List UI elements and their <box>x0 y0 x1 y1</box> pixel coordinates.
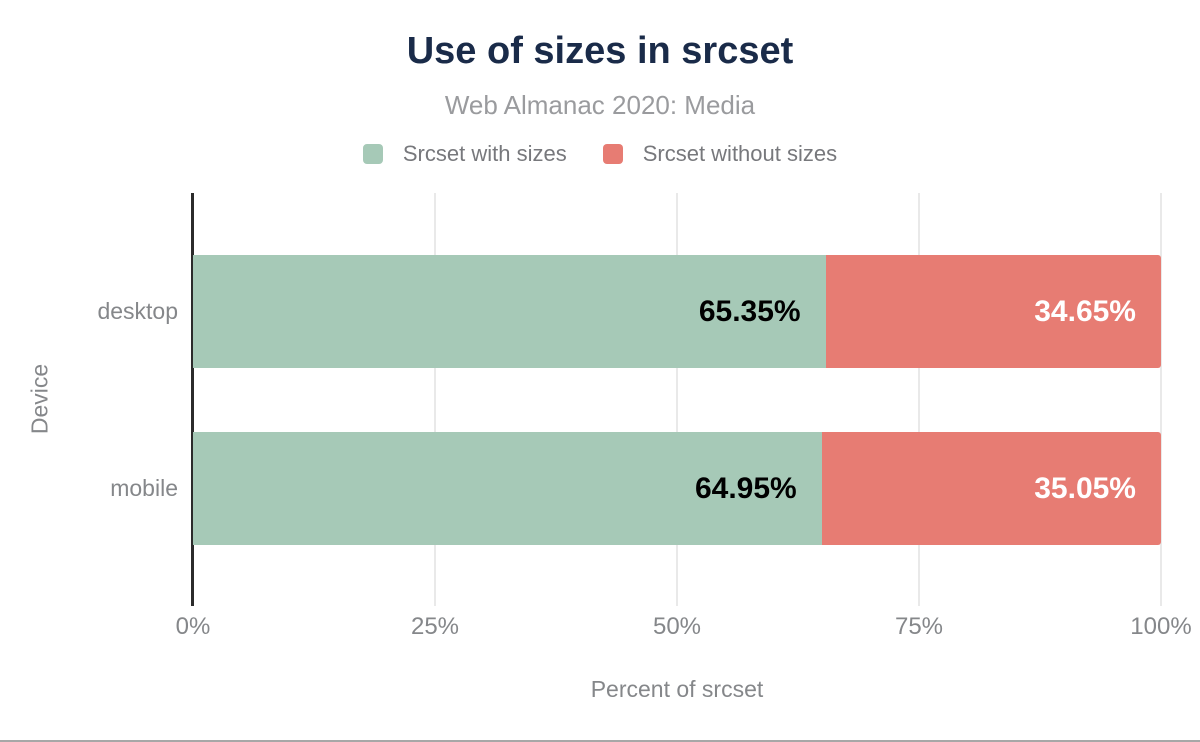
chart-title: Use of sizes in srcset <box>406 30 794 72</box>
x-tick-label: 25% <box>410 613 460 640</box>
gridline <box>918 193 920 606</box>
legend-item-1[interactable]: Srcset with sizes <box>362 141 567 167</box>
y-axis-line <box>190 193 194 606</box>
bar-desktop: 65.35% 34.65% <box>193 255 1161 368</box>
bar-segment-mobile-1[interactable]: 64.95% <box>193 432 822 545</box>
gridline <box>676 193 678 606</box>
bar-mobile: 64.95% 35.05% <box>193 432 1161 545</box>
category-label-desktop: desktop <box>97 298 178 324</box>
x-tick-label: 50% <box>652 613 702 640</box>
bottom-edge-line <box>0 740 1200 742</box>
plot-area: 65.35% 34.65% 64.95% 35.05% <box>190 193 1162 606</box>
y-axis-title: Device <box>26 363 53 435</box>
legend-label: Srcset without sizes <box>642 141 838 166</box>
bar-segment-desktop-1[interactable]: 65.35% <box>193 255 826 368</box>
legend-swatch-icon <box>362 144 383 164</box>
bar-segment-desktop-2[interactable]: 34.65% <box>825 255 1161 368</box>
legend-label: Srcset with sizes <box>402 141 567 166</box>
gridline <box>434 193 436 606</box>
x-tick-label: 75% <box>894 613 944 640</box>
x-tick-label: 100% <box>1130 613 1192 640</box>
bar-value-label: 65.35% <box>698 294 801 328</box>
legend-item-2[interactable]: Srcset without sizes <box>602 141 838 167</box>
chart-legend: Srcset with sizes Srcset without sizes <box>0 141 1200 167</box>
chart-subtitle: Web Almanac 2020: Media <box>444 90 756 120</box>
bar-segment-mobile-2[interactable]: 35.05% <box>821 432 1161 545</box>
x-axis-title: Percent of srcset <box>590 676 764 702</box>
x-tick-label: 0% <box>175 613 211 640</box>
legend-swatch-icon <box>602 144 623 164</box>
bar-value-label: 34.65% <box>1034 294 1136 328</box>
gridline <box>1160 193 1162 606</box>
category-label-mobile: mobile <box>110 475 178 501</box>
bar-value-label: 64.95% <box>694 471 797 505</box>
bar-value-label: 35.05% <box>1034 471 1136 505</box>
